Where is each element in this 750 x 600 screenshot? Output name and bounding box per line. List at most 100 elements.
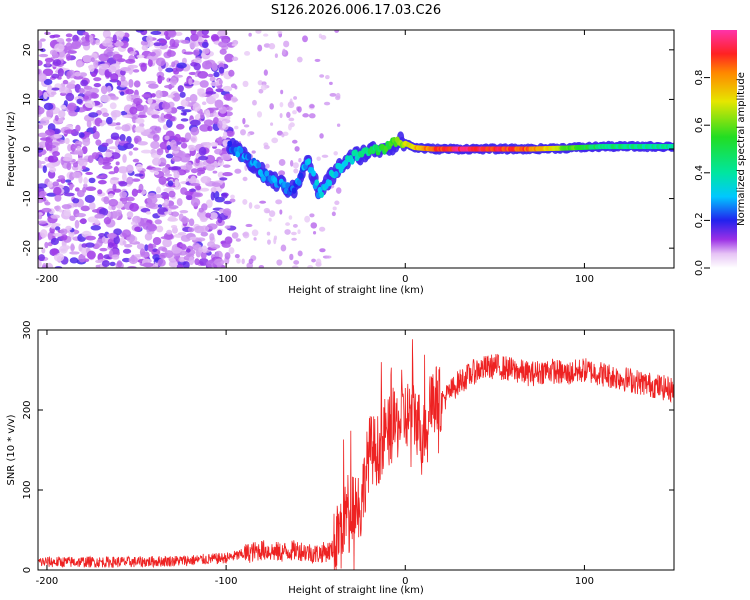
noise-blob [214,148,223,155]
noise-blob [201,101,207,106]
noise-blob [256,111,263,118]
noise-blob [118,79,129,88]
noise-blob [171,146,181,152]
noise-blob [92,125,97,133]
noise-blob [76,60,83,68]
noise-blob [67,102,77,112]
noise-blob [119,134,126,142]
noise-blob [94,39,101,46]
noise-blob [286,111,291,118]
noise-blob [109,152,121,160]
noise-blob [99,247,108,252]
noise-blob [93,82,102,88]
colorbar-ticks: 0.0 0.2 0.4 0.6 0.8 [694,70,710,276]
noise-blob [120,75,126,82]
noise-blob [242,117,246,125]
noise-blob [205,154,216,164]
noise-blob [218,106,227,114]
noise-blob [234,254,240,259]
noise-blob [189,119,201,127]
noise-blob [187,227,195,233]
noise-blob [129,51,137,56]
noise-blob [38,69,41,75]
noise-blob [136,54,145,59]
noise-blob [128,78,134,88]
noise-blob [79,72,88,77]
noise-blob [293,96,298,100]
noise-blob [230,194,235,199]
noise-blob [52,151,60,157]
noise-blob [54,43,65,53]
noise-blob [89,34,94,44]
noise-blob [279,101,284,108]
noise-blob [121,229,132,238]
noise-blob [74,71,81,77]
x-tick-label: -200 [36,576,59,587]
noise-blob [59,228,68,235]
noise-blob [53,186,62,196]
noise-blob [109,102,117,110]
noise-blob [222,85,233,92]
noise-blob [200,231,209,237]
noise-blob [122,114,133,118]
noise-blob [88,112,99,118]
noise-blob [118,181,128,187]
noise-blob [207,125,213,132]
noise-blob [180,217,190,224]
noise-blob [222,38,230,43]
noise-blob [192,49,200,56]
noise-blob [169,77,178,86]
noise-blob [312,230,317,235]
noise-blob [72,34,79,43]
noise-blob [302,35,308,43]
noise-blob [335,187,342,194]
noise-blob [168,215,177,222]
noise-blob [245,223,253,228]
noise-blob [126,176,134,185]
noise-blob [195,185,202,191]
noise-blob [81,41,91,47]
noise-blob [160,112,165,122]
noise-blob [150,51,156,57]
snr-x-ticks: -200 -100 0 100 [36,330,594,587]
noise-blob [76,98,83,105]
noise-blob [208,107,220,111]
noise-blob [43,102,54,111]
noise-blob [177,231,187,236]
noise-blob [168,166,179,171]
noise-blob [234,125,239,130]
noise-blob [320,35,327,40]
noise-blob [110,109,122,118]
noise-blob [176,62,187,69]
snr-marks [38,339,674,570]
noise-blob [224,225,231,229]
noise-blob [222,164,231,168]
noise-blob [70,243,75,252]
noise-blob [173,170,180,179]
noise-blob [128,256,139,265]
noise-blob [281,133,285,138]
noise-blob [42,165,47,174]
noise-blob [206,141,211,150]
noise-blob [69,251,80,255]
x-tick-label: 100 [575,274,594,285]
noise-blob [85,171,93,176]
noise-blob [136,243,145,250]
noise-blob [47,233,53,241]
noise-blob [226,116,231,120]
noise-blob [123,142,134,150]
noise-blob [144,244,149,252]
noise-blob [155,225,164,233]
noise-blob [107,242,114,248]
noise-blob [219,177,228,181]
noise-blob [319,248,326,253]
x-tick-label: 0 [402,576,408,587]
noise-blob [201,203,208,211]
noise-blob [297,106,302,113]
noise-blob [291,237,297,241]
noise-blob [38,183,48,189]
noise-blob [126,211,134,219]
noise-blob [53,134,63,139]
noise-blob [332,206,337,211]
